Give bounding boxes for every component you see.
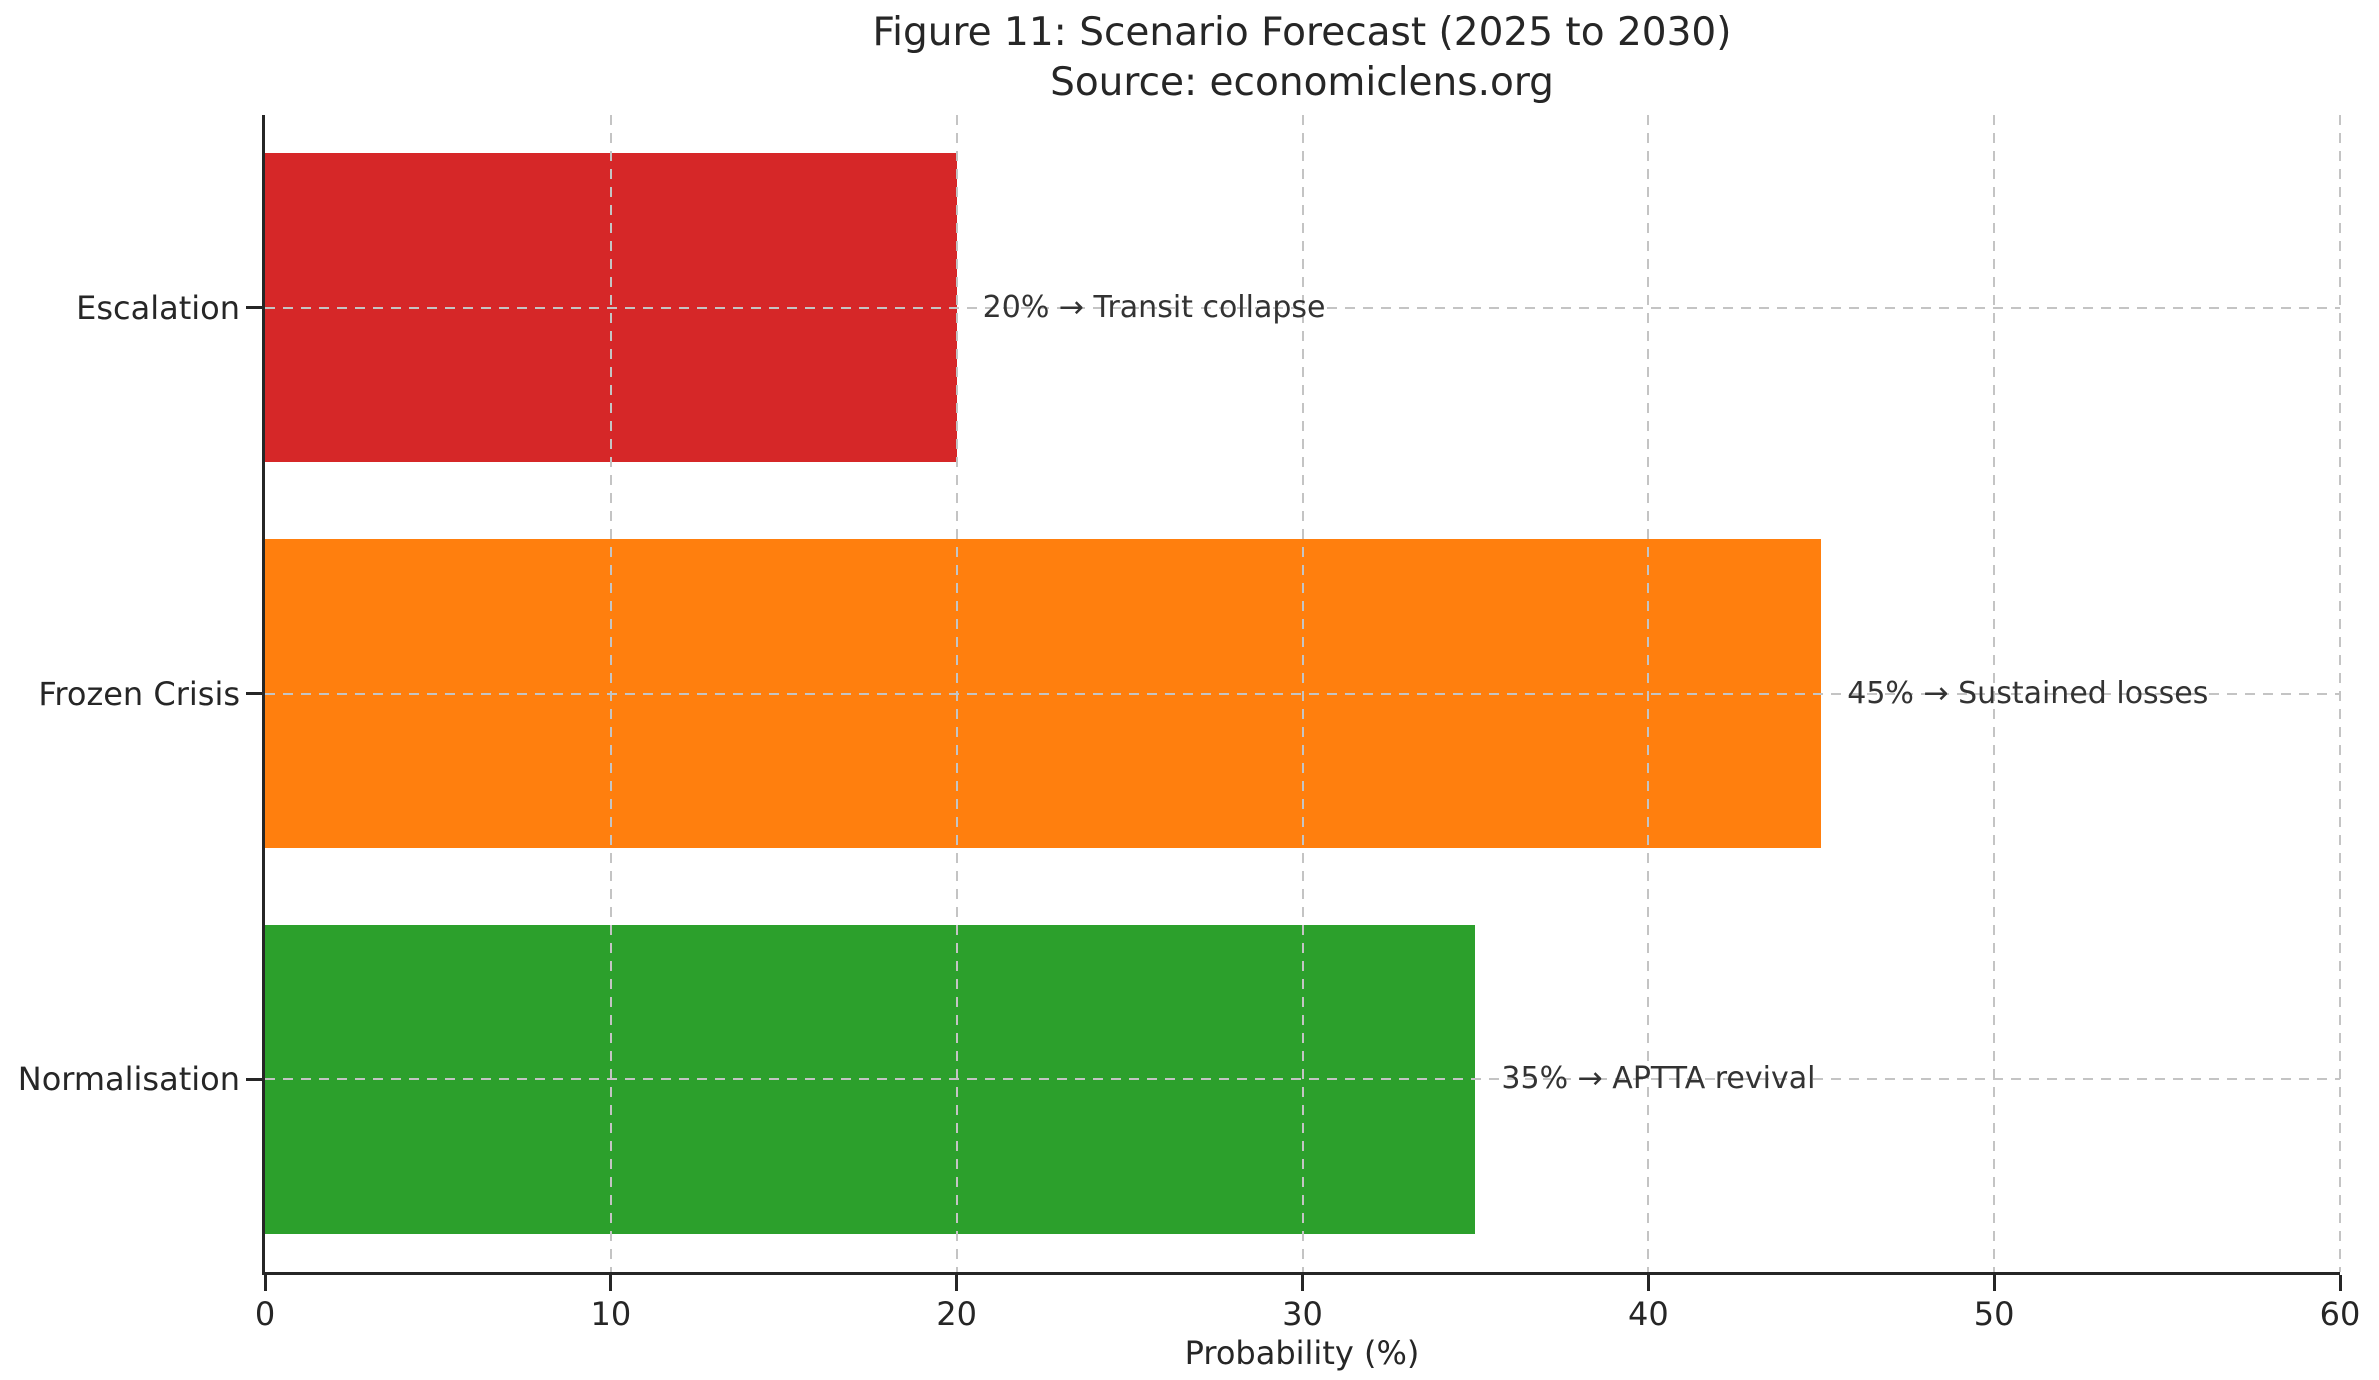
x-tick-label: 20 bbox=[936, 1295, 978, 1333]
y-tick-mark bbox=[246, 306, 262, 310]
x-tick-label: 0 bbox=[254, 1295, 276, 1333]
y-tick-mark bbox=[246, 692, 262, 695]
plot-area: 0 10 20 30 40 50 60 Escalation 20% → Transit col… bbox=[18, 115, 2360, 1333]
x-tick-mark bbox=[955, 1275, 959, 1291]
chart-title-line2: Source: economiclens.org bbox=[1050, 59, 1554, 105]
x-axis-label: Probability (%) bbox=[1184, 1334, 1420, 1372]
chart-title-line1: Figure 11: Scenario Forecast (2025 to 20… bbox=[872, 10, 1732, 55]
x-tick-label: 30 bbox=[1282, 1295, 1323, 1333]
bar-value-annotation: 35% → APTTA revival bbox=[1501, 1061, 1816, 1097]
gridline-horizontal bbox=[265, 692, 2340, 695]
x-tick-mark bbox=[1992, 1275, 1996, 1291]
bar-value-annotation: 20% → Transit collapse bbox=[982, 289, 1326, 325]
x-tick-mark bbox=[609, 1275, 613, 1291]
y-tick-label: Normalisation bbox=[17, 1060, 240, 1099]
chart-title: Figure 11: Scenario Forecast (2025 to 20… bbox=[873, 8, 1732, 108]
x-tick-label: 10 bbox=[590, 1295, 632, 1333]
x-tick-label: 50 bbox=[1973, 1295, 2015, 1333]
gridline-vertical bbox=[2339, 115, 2341, 1272]
bar-value-annotation: 45% → Sustained losses bbox=[1847, 675, 2209, 711]
x-tick-label: 40 bbox=[1627, 1295, 1669, 1333]
y-tick-label: Frozen Crisis bbox=[38, 674, 240, 713]
y-tick-mark bbox=[246, 1077, 262, 1081]
x-tick-label: 60 bbox=[2319, 1295, 2361, 1333]
x-tick-mark bbox=[263, 1275, 267, 1291]
y-tick-label: Escalation bbox=[76, 288, 240, 327]
x-tick-mark bbox=[2338, 1275, 2342, 1291]
gridline-horizontal bbox=[265, 306, 2340, 309]
x-tick-mark bbox=[1646, 1275, 1650, 1291]
gridline-horizontal bbox=[265, 1078, 2340, 1081]
x-tick-mark bbox=[1301, 1275, 1304, 1291]
